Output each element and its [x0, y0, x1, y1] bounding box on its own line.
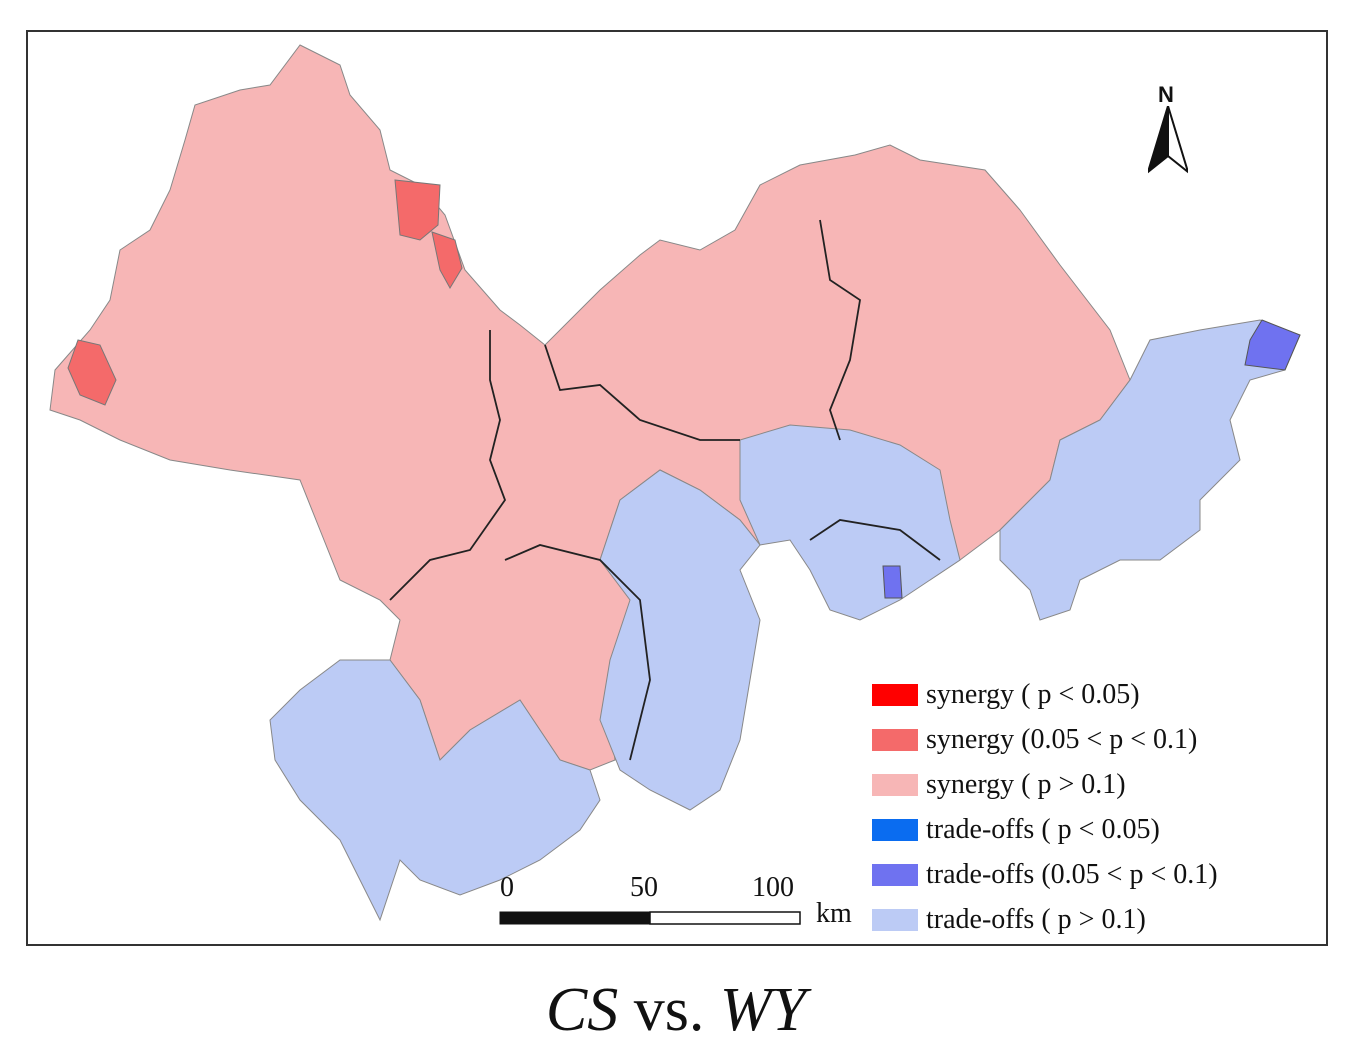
region-synergy-mid-1 [394, 179, 441, 241]
legend-item: trade-offs (0.05 < p < 0.1) [872, 852, 1218, 897]
caption-vs: vs. [633, 976, 705, 1044]
scale-unit: km [816, 898, 852, 929]
scale-tick-0: 0 [500, 872, 514, 903]
caption-var-a: CS [545, 976, 619, 1044]
legend: synergy ( p < 0.05) synergy (0.05 < p < … [872, 672, 1218, 942]
legend-swatch [872, 683, 918, 706]
north-arrow-icon [1148, 106, 1188, 174]
legend-swatch [872, 773, 918, 796]
region-synergy-mid-3 [67, 339, 117, 406]
legend-label: trade-offs (0.05 < p < 0.1) [926, 858, 1218, 890]
legend-item: synergy (0.05 < p < 0.1) [872, 717, 1218, 762]
scale-tick-50: 50 [630, 872, 658, 903]
legend-label: trade-offs ( p > 0.1) [926, 903, 1146, 935]
region-tradeoff-mid-1 [1244, 319, 1301, 371]
legend-label: synergy (0.05 < p < 0.1) [926, 723, 1198, 755]
legend-swatch [872, 863, 918, 886]
figure-caption: CS vs. WY [0, 975, 1352, 1046]
legend-item: trade-offs ( p > 0.1) [872, 897, 1218, 942]
region-synergy-west [49, 44, 1131, 771]
region-synergy-mid-2 [431, 231, 463, 289]
region-tradeoff-southwest [269, 659, 601, 922]
district-boundaries [389, 219, 941, 761]
legend-item: trade-offs ( p < 0.05) [872, 807, 1218, 852]
scale-tick-100: 100 [752, 872, 794, 903]
legend-item: synergy ( p > 0.1) [872, 762, 1218, 807]
legend-swatch [872, 908, 918, 931]
caption-var-b: WY [719, 976, 807, 1044]
legend-label: synergy ( p > 0.1) [926, 768, 1126, 800]
scale-bar [499, 911, 801, 925]
legend-item: synergy ( p < 0.05) [872, 672, 1218, 717]
legend-swatch [872, 728, 918, 751]
legend-label: trade-offs ( p < 0.05) [926, 813, 1160, 845]
legend-label: synergy ( p < 0.05) [926, 678, 1140, 710]
legend-swatch [872, 818, 918, 841]
region-tradeoff-central [599, 469, 761, 811]
north-arrow-label: N [1158, 82, 1174, 107]
region-tradeoff-mid-2 [882, 565, 903, 599]
map-canvas [49, 44, 1301, 922]
